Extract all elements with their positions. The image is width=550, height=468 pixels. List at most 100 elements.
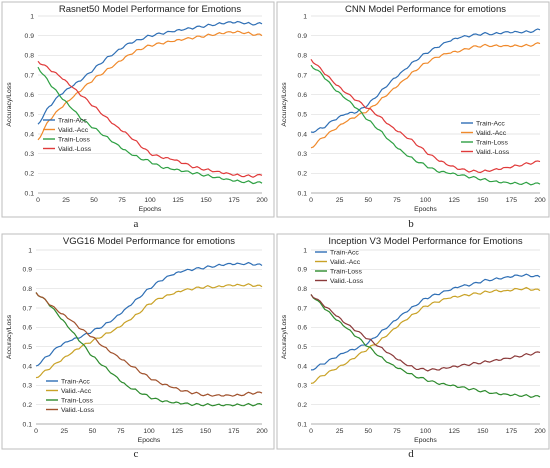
x-tick-label: 0 <box>309 428 313 435</box>
y-tick-label: 0.3 <box>23 383 33 390</box>
legend-entry: Valid.-Loss <box>61 407 95 414</box>
x-tick-label: 50 <box>364 428 372 435</box>
chart-panel-b: 0.1 0.2 0.3 0.4 0.5 0.6 0.7 0.8 0.9 1 0 25 50 75 100 12… <box>276 1 550 218</box>
y-tick-label: 0.6 <box>23 325 33 332</box>
y-axis-label: Accuracy/Loss <box>6 314 13 359</box>
series-line-valid-loss <box>310 294 541 372</box>
y-tick-label: 0.9 <box>23 267 33 274</box>
panel-letter: a <box>134 218 139 230</box>
y-tick-label: 0.7 <box>298 72 308 79</box>
y-tick-label: 0.4 <box>25 131 35 138</box>
y-tick-label: 0.2 <box>23 402 33 409</box>
chart-title: CNN Model Performance for emotions <box>345 4 506 15</box>
y-tick-label: 1 <box>28 247 32 254</box>
legend-entry: Train-Acc <box>61 378 90 385</box>
y-tick-label: 0.6 <box>25 92 35 99</box>
x-tick-label: 25 <box>60 428 68 435</box>
x-tick-label: 75 <box>117 428 125 435</box>
y-tick-label: 0.5 <box>23 344 33 351</box>
y-tick-label: 0.9 <box>298 267 308 274</box>
x-tick-label: 25 <box>62 197 70 204</box>
x-tick-label: 200 <box>534 428 546 435</box>
x-tick-label: 125 <box>448 197 460 204</box>
series-line-valid-loss <box>37 60 263 178</box>
y-tick-label: 0.9 <box>25 33 35 40</box>
y-tick-label: 1 <box>30 13 34 20</box>
y-tick-label: 0.5 <box>298 344 308 351</box>
series-line-train-acc <box>310 28 541 133</box>
x-tick-label: 75 <box>393 428 401 435</box>
x-axis-label: Epochs <box>414 206 437 213</box>
series-line-train-acc <box>310 273 541 371</box>
y-tick-label: 0.3 <box>298 151 308 158</box>
legend: Train-Acc Valid.-Acc Train-Loss Valid.-Loss <box>315 249 364 285</box>
chart-title: Rasnet50 Model Performance for Emotions <box>59 4 241 15</box>
legend-entry: Valid.-Loss <box>58 146 92 153</box>
y-tick-label: 0.7 <box>298 305 308 312</box>
x-tick-label: 50 <box>90 197 98 204</box>
series-line-train-acc <box>35 261 263 367</box>
x-tick-label: 200 <box>256 197 268 204</box>
x-tick-label: 50 <box>89 428 97 435</box>
x-tick-label: 75 <box>393 197 401 204</box>
legend-entry: Valid.-Loss <box>476 149 510 156</box>
legend: Train-Acc Valid.-Acc Train-Loss Valid.-Loss <box>43 117 92 153</box>
series-line-valid-acc <box>310 42 541 149</box>
x-tick-label: 25 <box>336 428 344 435</box>
y-tick-label: 0.4 <box>298 363 308 370</box>
x-tick-label: 0 <box>34 428 38 435</box>
y-tick-label: 0.6 <box>298 92 308 99</box>
series-line-valid-acc <box>35 283 263 379</box>
panel-letter: c <box>134 448 139 460</box>
chart-title: Inception V3 Model Performance for Emoti… <box>328 236 523 247</box>
y-tick-label: 0.3 <box>298 383 308 390</box>
x-tick-label: 75 <box>118 197 126 204</box>
legend: Train-Acc Valid.-Acc Train-Loss Valid.-Loss <box>46 378 95 414</box>
y-axis-label: Accuracy/Loss <box>6 82 13 127</box>
y-axis-label: Accuracy/Loss <box>281 314 288 359</box>
legend: Train-Acc Valid.-Acc Train-Loss Valid.-Loss <box>461 120 510 156</box>
y-tick-label: 0.1 <box>298 190 308 197</box>
x-tick-label: 200 <box>534 197 546 204</box>
y-tick-label: 0.1 <box>298 421 308 428</box>
x-tick-label: 125 <box>172 197 184 204</box>
legend-entry: Train-Loss <box>58 136 90 143</box>
legend-entry: Train-Loss <box>61 397 93 404</box>
series-line-train-loss <box>37 66 263 185</box>
x-tick-label: 150 <box>200 428 212 435</box>
x-axis-label: Epochs <box>139 206 162 213</box>
x-tick-label: 150 <box>477 197 489 204</box>
x-tick-label: 0 <box>309 197 313 204</box>
y-tick-label: 0.4 <box>298 131 308 138</box>
x-tick-label: 100 <box>144 197 156 204</box>
x-tick-label: 0 <box>36 197 40 204</box>
series-line-valid-acc <box>37 30 263 141</box>
legend-entry: Train-Acc <box>330 249 359 256</box>
panel-frame <box>1 1 275 218</box>
y-tick-label: 0.2 <box>298 171 308 178</box>
y-tick-label: 0.2 <box>25 171 35 178</box>
panel-letter: d <box>408 448 414 460</box>
legend-entry: Valid.-Acc <box>61 388 92 395</box>
x-tick-label: 175 <box>506 428 518 435</box>
y-tick-label: 0.8 <box>25 53 35 60</box>
chart-panel-a: 0.1 0.2 0.3 0.4 0.5 0.6 0.7 0.8 0.9 1 0 25 50 75 100 12… <box>1 1 275 218</box>
x-axis-label: Epochs <box>414 437 437 444</box>
series-line-train-loss <box>310 294 541 398</box>
x-tick-label: 175 <box>506 197 518 204</box>
y-tick-label: 0.4 <box>23 363 33 370</box>
x-tick-label: 200 <box>256 428 268 435</box>
x-tick-label: 125 <box>172 428 184 435</box>
legend-entry: Train-Acc <box>476 120 505 127</box>
panel-frame <box>276 233 550 450</box>
panel-frame <box>1 233 275 450</box>
y-tick-label: 0.6 <box>298 325 308 332</box>
series-line-train-loss <box>310 64 541 186</box>
x-tick-label: 100 <box>143 428 155 435</box>
y-tick-label: 0.8 <box>298 53 308 60</box>
legend-entry: Valid.-Acc <box>58 127 89 134</box>
series-line-valid-acc <box>310 286 541 384</box>
x-tick-label: 100 <box>420 197 432 204</box>
legend-entry: Train-Loss <box>476 139 508 146</box>
